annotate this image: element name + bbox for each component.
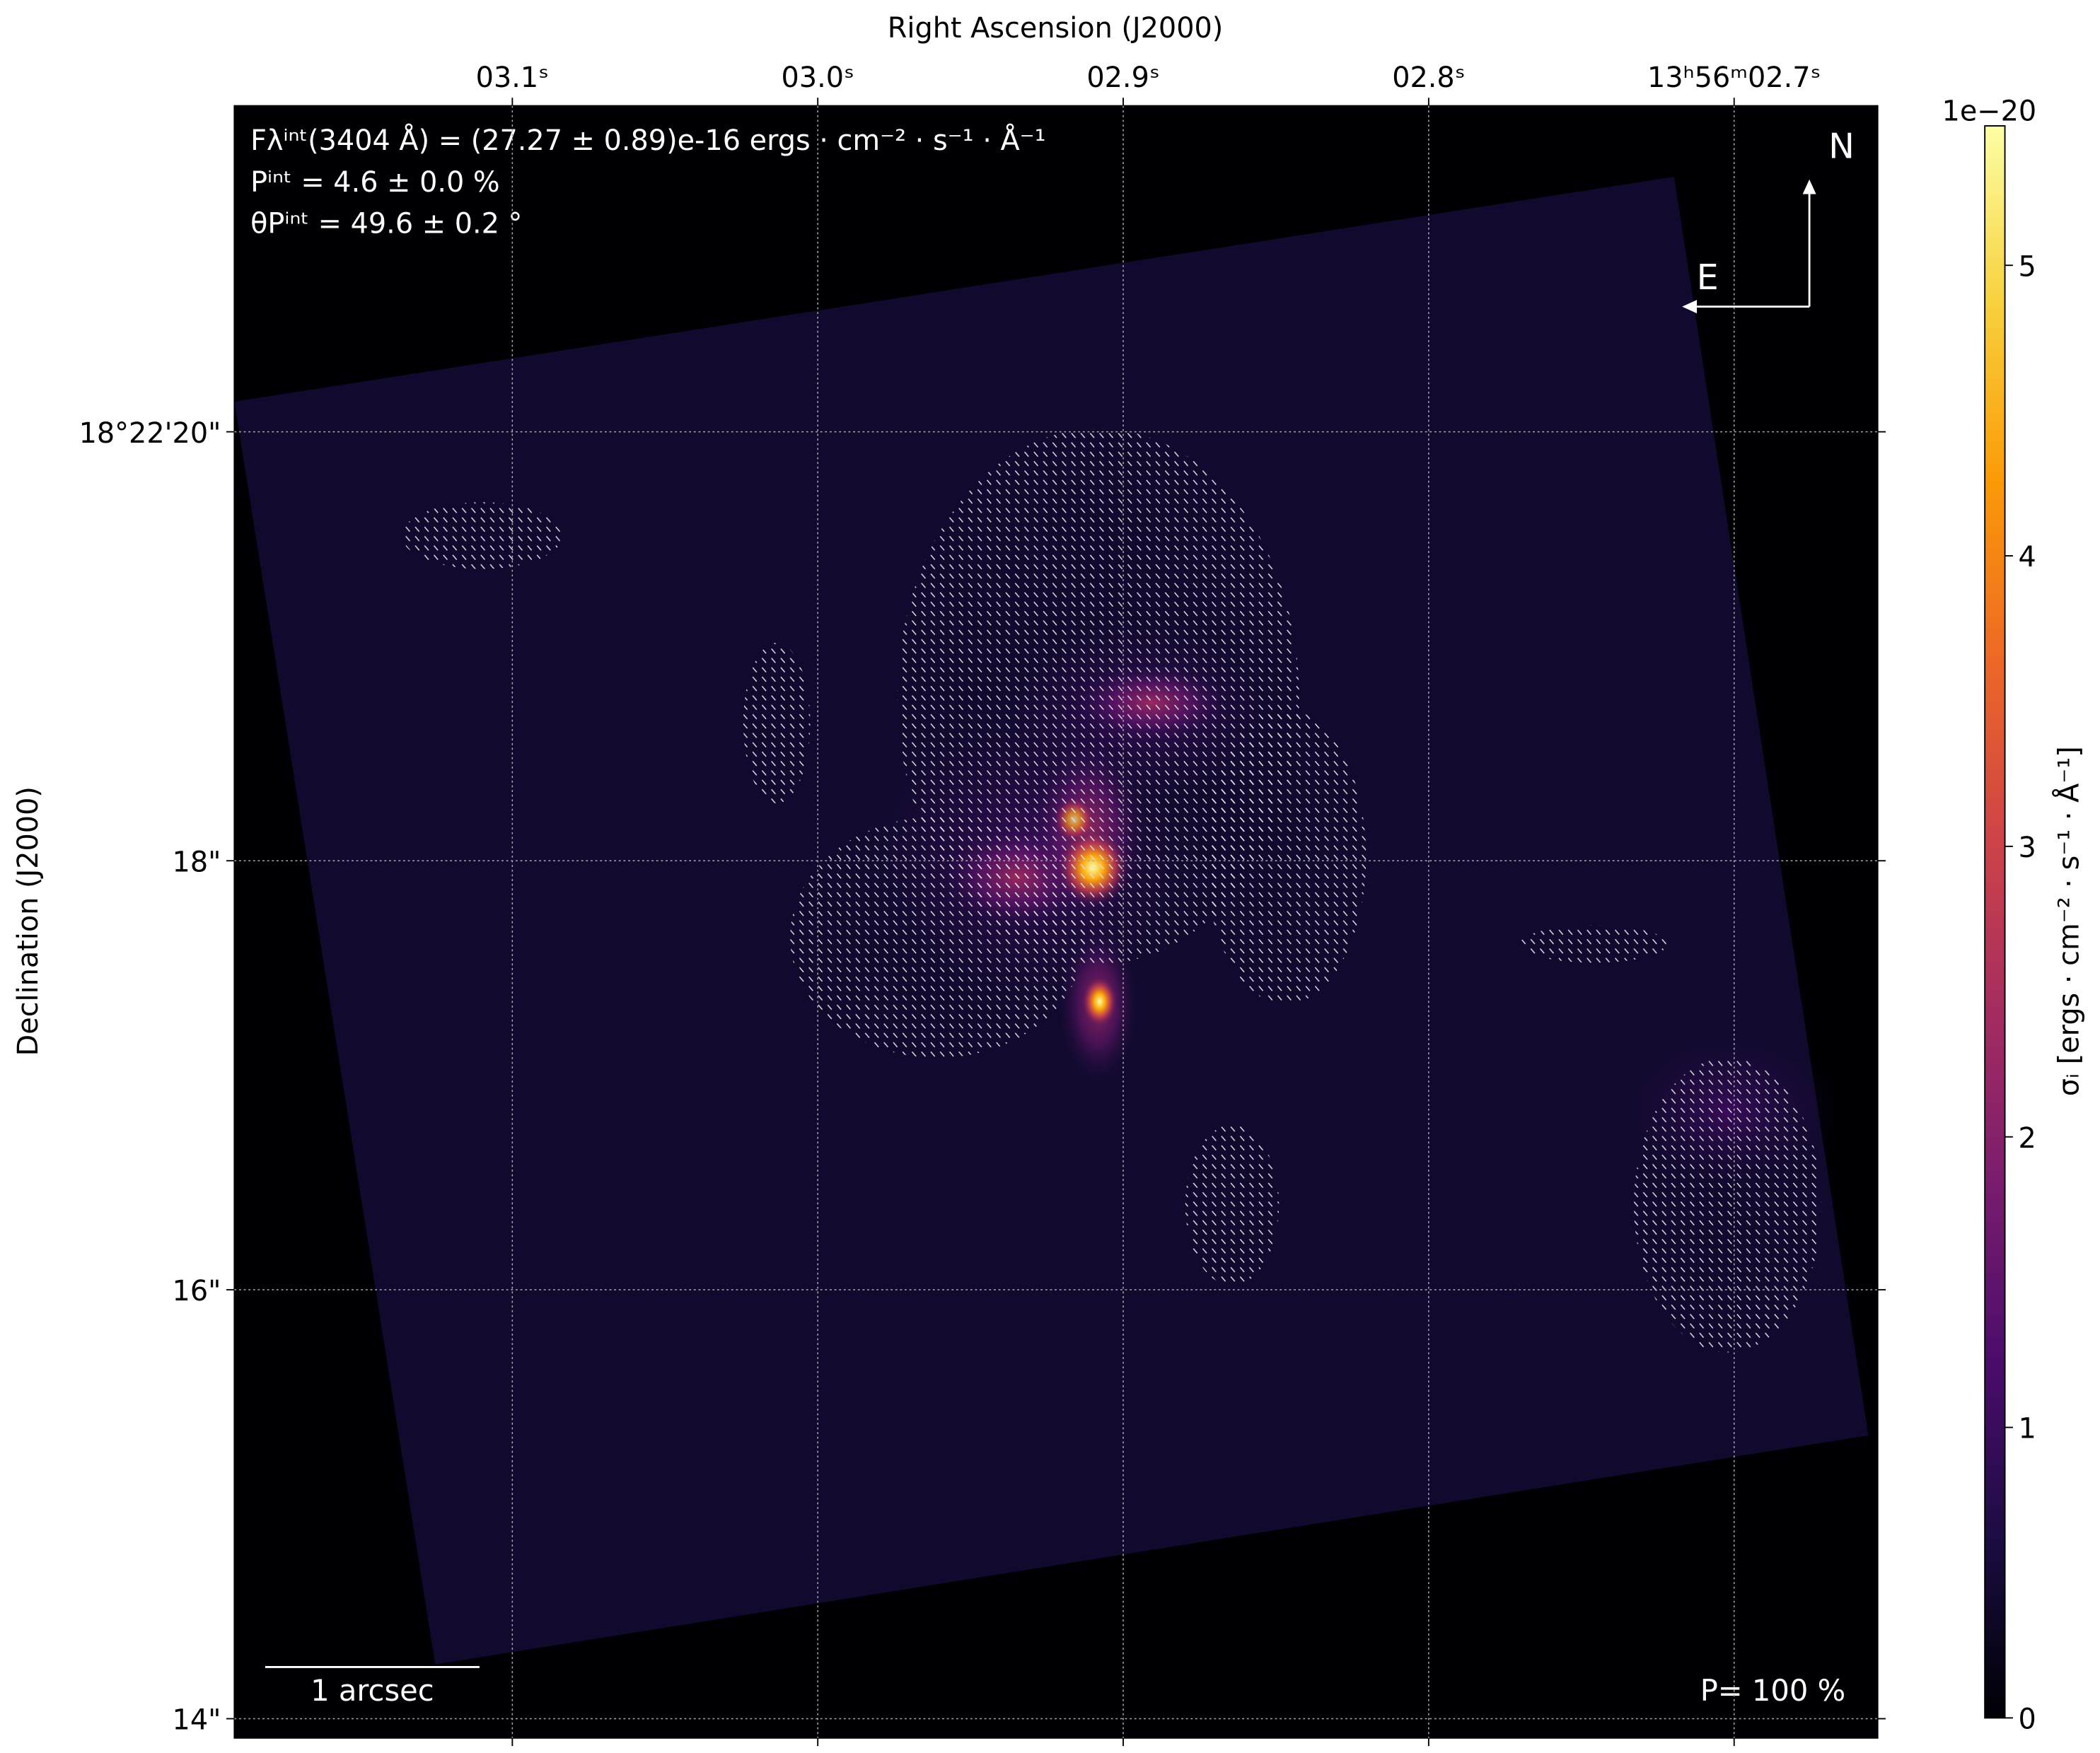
plot-frame	[233, 105, 1879, 1739]
scale-bar-label: 1 arcsec	[311, 1673, 434, 1708]
y-tick-label: 18°22'20"	[79, 417, 221, 450]
colorbar-tick-label: 1	[2018, 1413, 2036, 1445]
compass-north: N	[1828, 125, 1855, 166]
colorbar-tick-label: 3	[2018, 832, 2036, 864]
y-tick-label: 18"	[173, 846, 221, 878]
y-axis-label: Declination (J2000)	[12, 786, 45, 1056]
annotation: Pⁱⁿᵗ = 4.6 ± 0.0 %	[250, 166, 500, 199]
colorbar-label: σᵢ [ergs · cm⁻² · s⁻¹ · Å⁻¹]	[2053, 746, 2086, 1096]
annotation: θPⁱⁿᵗ = 49.6 ± 0.2 °	[250, 207, 522, 240]
arrow-head	[1682, 300, 1698, 314]
x-axis-label: Right Ascension (J2000)	[888, 12, 1224, 45]
image	[234, 105, 1878, 1738]
x-tick-label: 03.0ˢ	[782, 62, 854, 94]
y-tick-label: 16"	[173, 1275, 221, 1308]
colorbar	[1984, 125, 2006, 1719]
compass-east: E	[1697, 257, 1719, 298]
peak	[1081, 974, 1119, 1029]
x-tick-label: 13ʰ56ᵐ02.7ˢ	[1647, 62, 1821, 94]
colorbar-offset: 1e−20	[1942, 95, 2037, 127]
annotation: Fλⁱⁿᵗ(3404 Å) = (27.27 ± 0.89)e-16 ergs …	[250, 124, 1046, 157]
vector-scale-label: P= 100 %	[1700, 1673, 1846, 1708]
annotations: Fλⁱⁿᵗ(3404 Å) = (27.27 ± 0.89)e-16 ergs …	[250, 124, 1046, 240]
colorbar-tick-label: 5	[2018, 250, 2036, 283]
colorbar-tick-label: 0	[2018, 1704, 2036, 1736]
x-tick-label: 03.1ˢ	[476, 62, 549, 94]
y-tick-label: 14"	[173, 1704, 221, 1737]
colorbar-tick-label: 4	[2018, 541, 2036, 573]
x-tick-label: 02.8ˢ	[1392, 62, 1465, 94]
colorbar-tick-label: 2	[2018, 1122, 2036, 1155]
compass: N E	[1682, 125, 1855, 314]
polarization-vectors	[402, 428, 1822, 1353]
x-tick-label: 02.9ˢ	[1086, 62, 1159, 94]
arrow-head	[1802, 179, 1816, 194]
